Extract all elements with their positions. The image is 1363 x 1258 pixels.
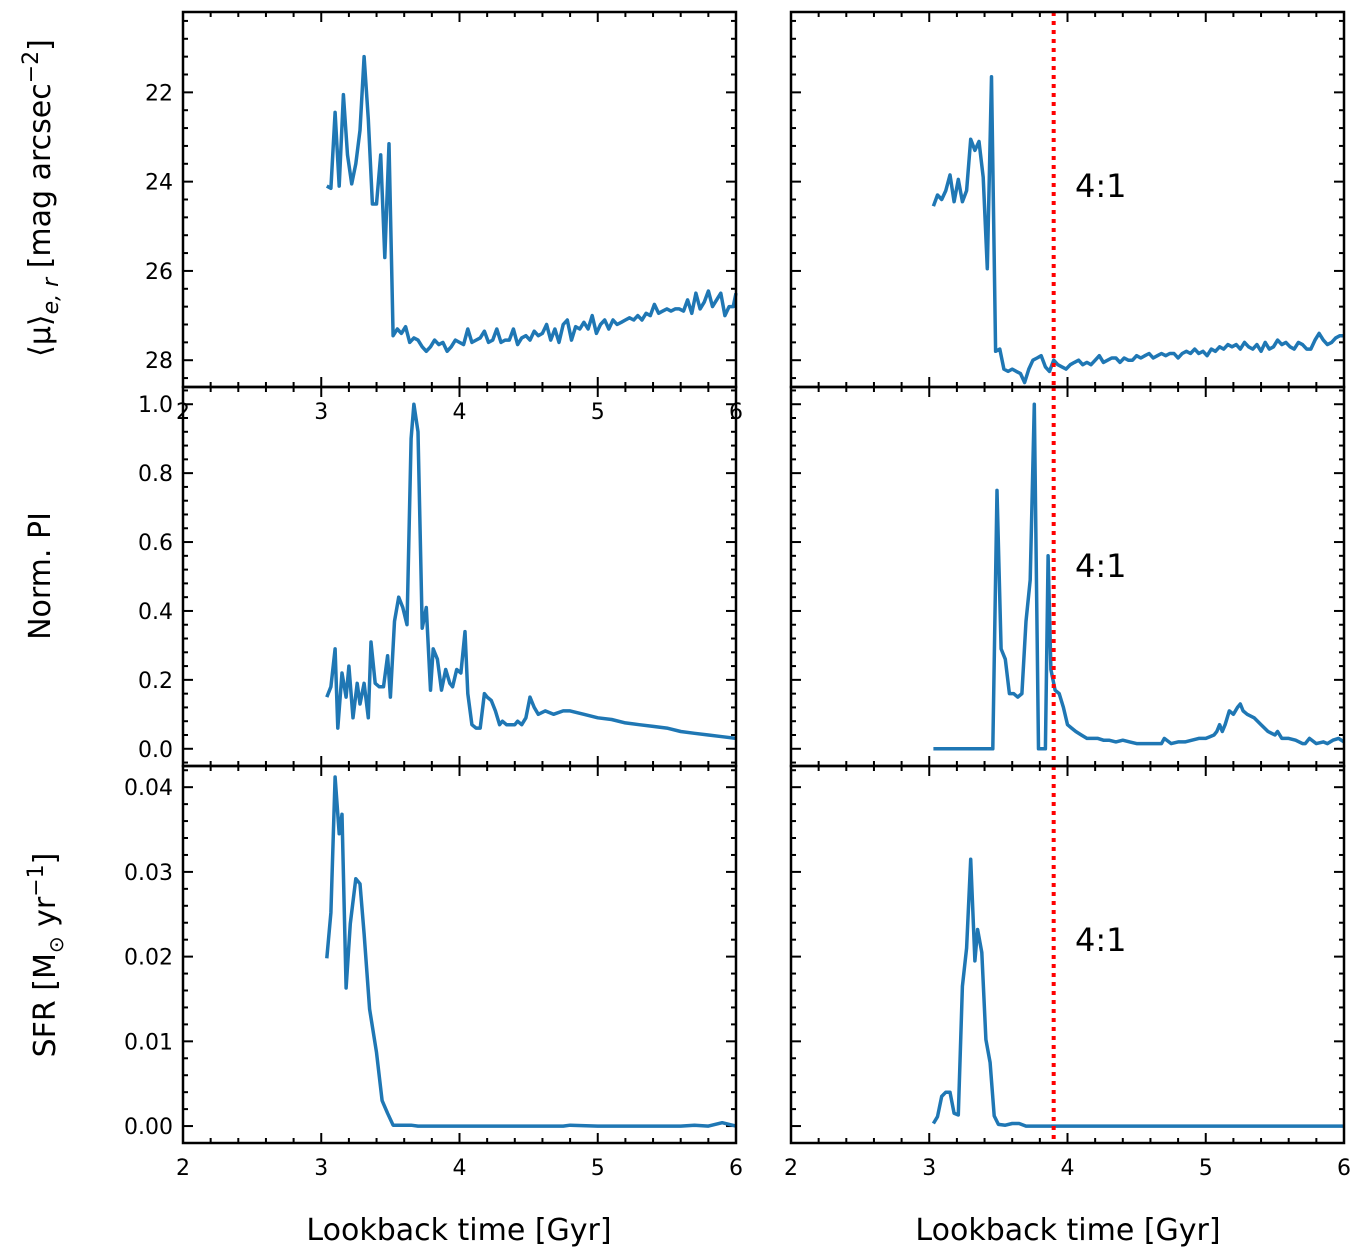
panel-top-right-merger-ratio-label: 4:1 [1075, 167, 1127, 205]
panel-middle-right-frame [789, 385, 1346, 768]
ylabel-sfr-exp: −1 [24, 864, 49, 896]
panel-bottom-left-xtick-label: 3 [314, 1156, 328, 1181]
panel-top-left-ytick-label: 24 [145, 171, 173, 196]
ylabel-surface-brightness-sub: e, r [39, 276, 64, 315]
panel-bottom-left-xtick-label: 6 [729, 1156, 743, 1181]
panel-bottom-left-frame [181, 764, 738, 1145]
panel-bottom-left-ytick-label: 0.01 [124, 1030, 173, 1055]
panel-top-left-ytick-label: 28 [145, 349, 173, 374]
ylabel-sfr-close: ] [28, 853, 63, 865]
ylabel-surface-brightness: ⟨μ⟩e, r [mag arcsec−2] [19, 39, 64, 357]
panel-middle-right-series-line [933, 402, 1345, 751]
ylabel-norm-pi: Norm. PI [23, 512, 58, 640]
panel-top-right-frame [789, 10, 1346, 389]
panel-middle-left-ytick-label: 0.2 [138, 669, 173, 694]
panel-bottom-left-ytick-label: 0.02 [124, 946, 173, 971]
panel-middle-left-frame [181, 385, 738, 768]
panel-middle-left-series-line [325, 402, 737, 741]
panel-middle-left-ytick-label: 1.0 [138, 393, 173, 418]
panel-bottom-left-xtick-label: 2 [176, 1156, 190, 1181]
ylabel-surface-brightness-main: ⟨μ⟩ [23, 314, 58, 357]
panel-bottom-right-xtick-label: 4 [1061, 1156, 1075, 1181]
xlabel-left: Lookback time [Gyr] [306, 1213, 611, 1248]
xlabel-right: Lookback time [Gyr] [915, 1213, 1220, 1248]
panel-middle-left: 0.0 0.2 0.4 0.6 0.8 1.0 [138, 385, 738, 768]
panel-middle-left-ytick-label: 0.6 [138, 531, 173, 556]
panel-bottom-right-xtick-label: 5 [1199, 1156, 1213, 1181]
panel-middle-left-ytick-label: 0.0 [138, 738, 173, 763]
panel-top-left-frame [181, 10, 738, 389]
panel-top-left-xtick-label: 4 [453, 400, 467, 425]
panel-bottom-right-xtick-label: 3 [922, 1156, 936, 1181]
panel-middle-right-merger-ratio-label: 4:1 [1075, 547, 1127, 585]
panel-top-left-series-line [325, 54, 738, 354]
panel-bottom-left-xtick-label: 4 [453, 1156, 467, 1181]
panel-bottom-right-xtick-label: 6 [1337, 1156, 1351, 1181]
panel-bottom-left-ytick-label: 0.03 [124, 861, 173, 886]
panel-bottom-left-ytick-label: 0.00 [124, 1115, 173, 1140]
ylabel-sfr-unit: yr [28, 896, 63, 936]
panel-top-left-xtick-label: 5 [591, 400, 605, 425]
ylabel-sfr: SFR [M⊙ yr−1] [24, 853, 68, 1058]
ylabel-sfr-sub: ⊙ [44, 936, 68, 953]
panel-top-left-xtick-label: 3 [314, 400, 328, 425]
ylabel-sfr-main: SFR [M [28, 953, 63, 1057]
panel-bottom-right-series-line [931, 857, 1344, 1128]
panel-bottom-right-frame [789, 764, 1346, 1145]
panel-top-right-series-line [931, 74, 1344, 385]
panel-bottom-left: 0.00 0.01 0.02 0.03 0.04 2 3 4 5 6 [124, 764, 743, 1181]
panel-middle-right: 4:1 [789, 385, 1346, 768]
panel-middle-left-ytick-label: 0.4 [138, 600, 173, 625]
panel-bottom-right-merger-ratio-label: 4:1 [1075, 921, 1127, 959]
panel-bottom-left-xtick-label: 5 [591, 1156, 605, 1181]
ylabel-surface-brightness-close: ] [23, 39, 58, 51]
panel-top-right: 4:1 [789, 10, 1346, 389]
panel-top-left-ytick-label: 26 [145, 260, 173, 285]
ylabel-surface-brightness-exp: −2 [19, 51, 44, 83]
ylabel-surface-brightness-unit: [mag arcsec [23, 83, 58, 278]
panel-bottom-right: 2 3 4 5 6 4:1 [784, 764, 1351, 1181]
panel-bottom-left-ytick-label: 0.04 [124, 776, 173, 801]
panel-bottom-left-series-line [325, 775, 737, 1128]
panel-top-left-ytick-label: 22 [145, 81, 173, 106]
panel-middle-left-ytick-label: 0.8 [138, 462, 173, 487]
panel-bottom-right-xtick-label: 2 [784, 1156, 798, 1181]
